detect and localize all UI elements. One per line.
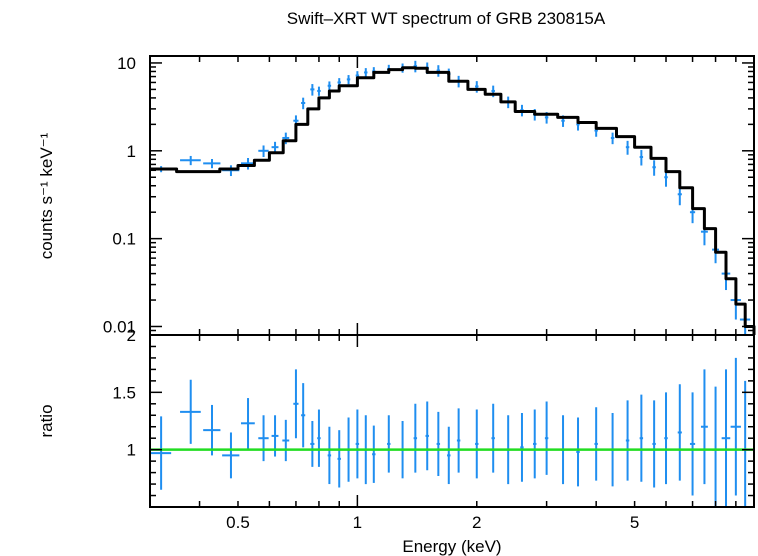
ratio-data-point — [544, 401, 549, 475]
ratio-y-tick-label: 1.5 — [112, 383, 136, 402]
ratio-data-point — [327, 426, 332, 485]
spectrum-y-tick-label: 0.1 — [112, 230, 136, 249]
ratio-data-point — [355, 409, 360, 479]
ratio-data-point — [677, 384, 682, 481]
ratio-data-point — [240, 398, 255, 449]
ratio-data-point — [625, 400, 630, 481]
ratio-data-point — [689, 392, 696, 496]
ratio-data-point — [310, 421, 315, 467]
ratio-data-point — [301, 383, 306, 448]
ratio-data-point — [594, 407, 598, 481]
ratio-y-tick-label: 1 — [127, 441, 136, 460]
spectrum-y-tick-label: 1 — [127, 142, 136, 161]
spectrum-model-layer — [150, 66, 756, 335]
ratio-data-point — [258, 415, 269, 462]
spectrum-model-line — [150, 66, 756, 335]
spectrum-data-point — [258, 145, 269, 157]
ratio-y-axis-label: ratio — [37, 404, 56, 437]
spectrum-data-point — [625, 140, 630, 155]
ratio-data-point — [150, 416, 172, 490]
ratio-data-point — [447, 426, 451, 485]
spectrum-data-point — [346, 75, 351, 85]
ratio-data-point — [721, 369, 731, 507]
spectrum-data-point — [652, 160, 656, 176]
ratio-data-point — [436, 411, 441, 477]
spectrum-y-tick-label: 10 — [117, 54, 136, 73]
spectrum-y-axis-label: counts s⁻¹ keV⁻¹ — [37, 132, 56, 259]
ratio-data-point — [317, 409, 321, 467]
ratio-data-point — [387, 415, 391, 473]
spectrum-data-point — [639, 150, 644, 166]
ratio-panel-frame — [149, 334, 755, 508]
spectrum-data-point — [317, 86, 321, 96]
spectrum-data-point — [610, 132, 615, 145]
ratio-data-point — [730, 357, 741, 496]
x-tick-label: 0.5 — [226, 513, 250, 532]
ratio-data-point — [456, 408, 461, 473]
ratio-data-point — [576, 417, 580, 487]
ratio-data-point — [520, 412, 524, 482]
ratio-data-point — [652, 400, 656, 488]
spectrum-data-point — [364, 68, 368, 78]
ratio-data-point — [293, 369, 299, 439]
spectrum-y-tick-label: 0.01 — [103, 317, 136, 336]
ratio-axis-layer: 0.5 1 2 5 1 1.5 2 — [112, 326, 755, 532]
spectrum-data-point — [327, 81, 332, 91]
ratio-data-point — [180, 379, 201, 444]
ratio-data-point — [282, 419, 290, 462]
ratio-data-point — [372, 425, 376, 483]
spectrum-data-point — [180, 155, 201, 166]
ratio-data-point — [664, 392, 668, 485]
ratio-data-point — [203, 404, 221, 456]
ratio-data-point — [337, 430, 341, 488]
ratio-y-tick-label: 2 — [127, 326, 136, 345]
spectrum-data-point — [310, 84, 315, 96]
ratio-data-point — [222, 432, 240, 479]
ratio-data-point — [413, 403, 418, 473]
spectrum-data-point — [203, 159, 221, 169]
ratio-data-point — [639, 394, 644, 482]
ratio-data-point — [425, 401, 429, 471]
chart-title: Swift–XRT WT spectrum of GRB 230815A — [287, 9, 606, 28]
x-tick-label: 5 — [630, 513, 639, 532]
ratio-data-point — [475, 409, 479, 479]
spectrum-data-point — [240, 157, 255, 170]
ratio-data-point — [533, 409, 537, 479]
ratio-data-point — [491, 403, 495, 473]
x-tick-label: 2 — [472, 513, 481, 532]
ratio-data-point — [700, 369, 708, 485]
spectrum-data-point — [301, 97, 306, 110]
x-axis-label: Energy (keV) — [402, 537, 501, 556]
x-tick-label: 1 — [353, 513, 362, 532]
